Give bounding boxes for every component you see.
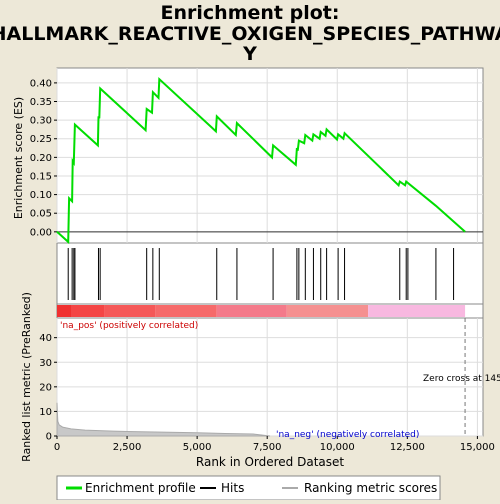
x-tick-label: 12,500	[390, 442, 425, 453]
es-y-tick-label: 0.05	[30, 209, 52, 220]
plot-title-line-3: Y	[242, 43, 257, 65]
ranking-y-tick-label: 20	[39, 382, 52, 393]
x-tick-label: 15,000	[460, 442, 495, 453]
legend: Enrichment profile Hits Ranking metric s…	[57, 476, 440, 500]
es-y-tick-label: 0.40	[30, 78, 52, 89]
x-axis-label: Rank in Ordered Dataset	[196, 455, 344, 469]
ranking-y-tick-label: 30	[39, 358, 52, 369]
ranking-y-tick-label: 0	[46, 432, 52, 443]
x-tick-label: 5,000	[183, 442, 212, 453]
x-tick-label: 2,500	[113, 442, 142, 453]
ranked-colorbar	[57, 305, 465, 317]
es-y-tick-label: 0.25	[30, 134, 52, 145]
legend-label-enrichment: Enrichment profile	[85, 481, 196, 495]
colorbar-segment	[57, 305, 72, 317]
colorbar-segment	[368, 305, 465, 317]
es-y-tick-label: 0.20	[30, 153, 52, 164]
legend-label-ranking: Ranking metric scores	[304, 481, 437, 495]
colorbar-segment	[105, 305, 155, 317]
hits-panel	[57, 243, 483, 304]
plot-title-line-2: HALLMARK_REACTIVE_OXIGEN_SPECIES_PATHWA	[0, 23, 500, 45]
plot-title-line-1: Enrichment plot:	[161, 2, 340, 24]
negative-correlation-label: 'na_neg' (negatively correlated)	[276, 430, 419, 440]
es-y-tick-label: 0.30	[30, 116, 52, 127]
ranking-y-axis-label: Ranked list metric (PreRanked)	[20, 292, 33, 462]
es-y-tick-label: 0.15	[30, 171, 52, 182]
es-y-tick-label: 0.00	[30, 227, 52, 238]
ranking-y-tick-label: 40	[39, 333, 52, 344]
colorbar-segment	[217, 305, 287, 317]
x-tick-label: 7,500	[253, 442, 282, 453]
zero-cross-label: Zero cross at 14560	[423, 374, 500, 384]
x-tick-label: 0	[54, 442, 60, 453]
x-tick-label: 10,000	[320, 442, 355, 453]
colorbar-segment	[287, 305, 368, 317]
es-y-tick-label: 0.35	[30, 97, 52, 108]
colorbar-segment	[155, 305, 217, 317]
colorbar-segment	[72, 305, 105, 317]
positive-correlation-label: 'na_pos' (positively correlated)	[60, 321, 198, 331]
es-y-tick-label: 0.10	[30, 190, 52, 201]
legend-label-hits: Hits	[221, 481, 244, 495]
ranking-panel	[57, 318, 483, 436]
es-y-axis-label: Enrichment score (ES)	[12, 97, 25, 219]
ranking-y-tick-label: 10	[39, 407, 52, 418]
